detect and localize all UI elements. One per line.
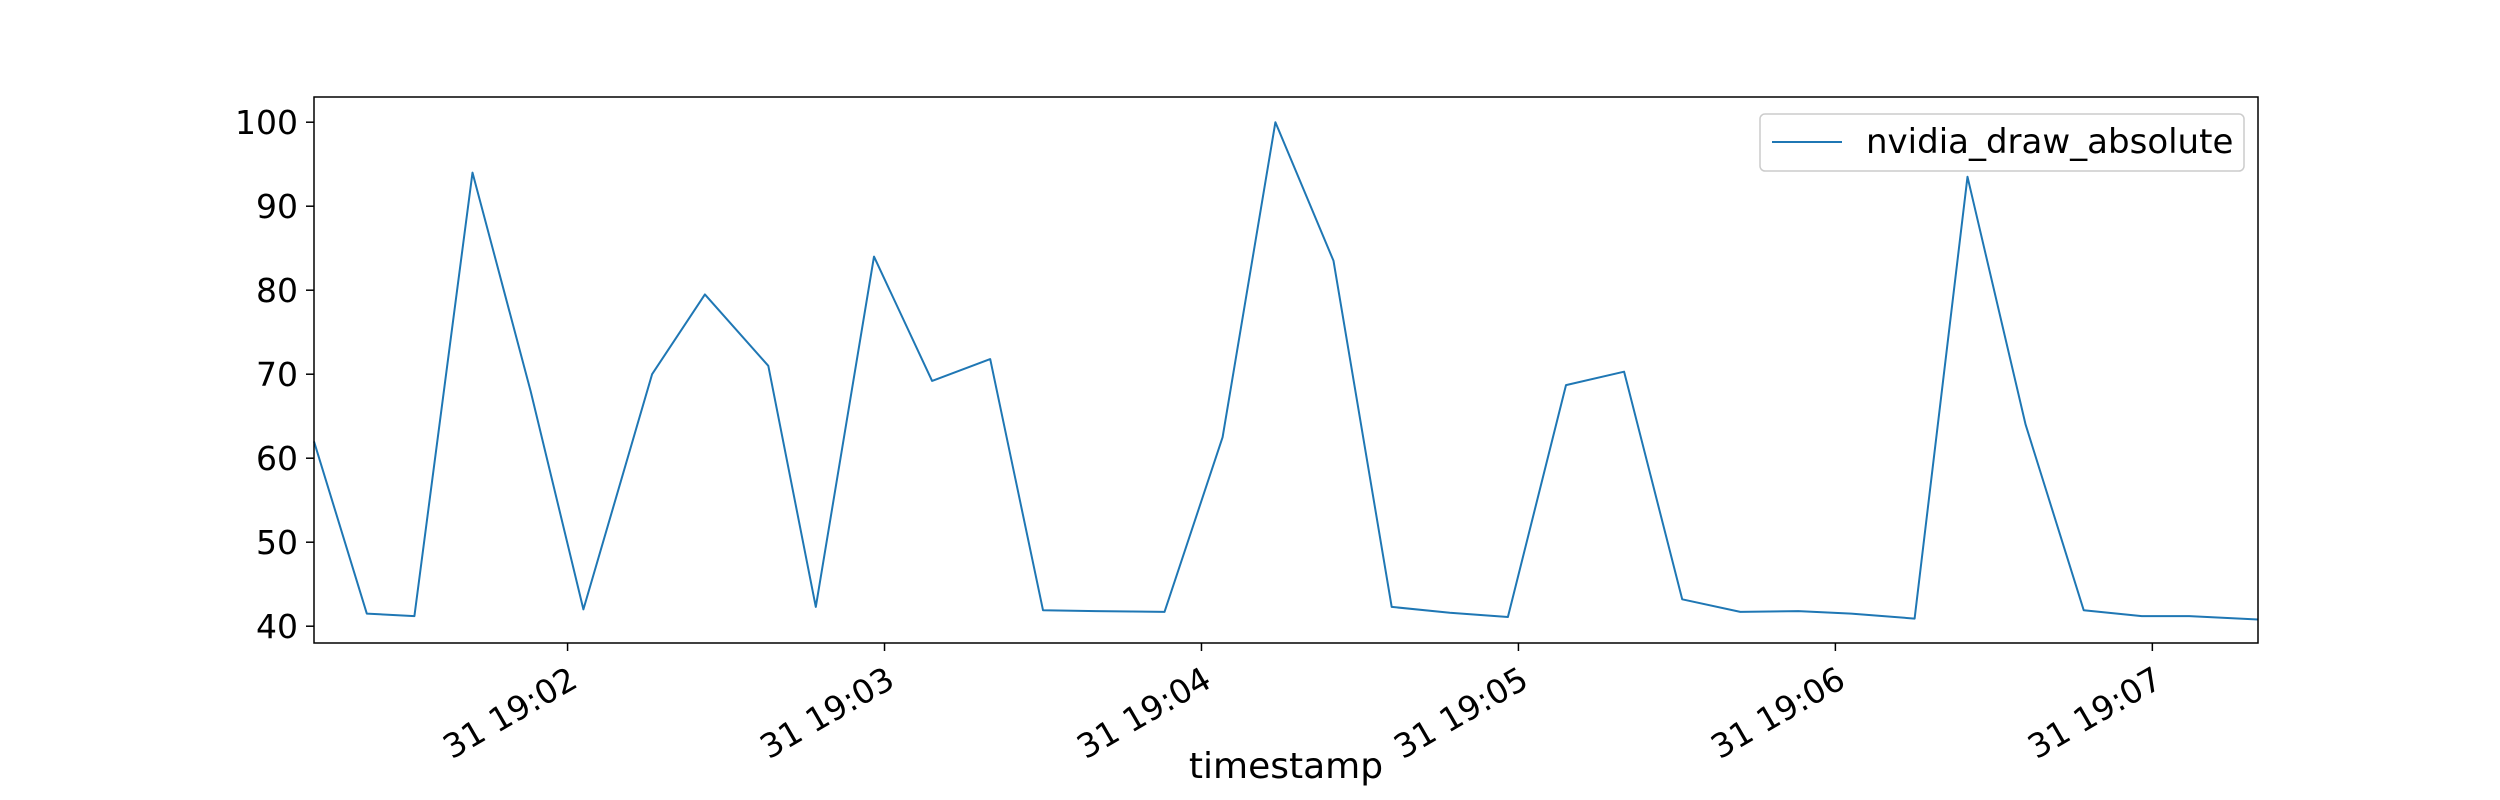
data-point [2083, 609, 2085, 611]
x-tick-label: 31 19:05 [1387, 659, 1534, 767]
data-point [704, 293, 706, 295]
data-point [1739, 611, 1741, 613]
data-point [1391, 606, 1393, 608]
data-point [1222, 436, 1224, 438]
data-point [1095, 610, 1097, 612]
y-tick-label: 100 [235, 103, 298, 142]
data-point [931, 380, 933, 382]
series-layer [313, 121, 2259, 621]
data-point [413, 615, 415, 617]
data-point [1333, 260, 1335, 262]
data-point [582, 608, 584, 610]
legend: nvidia_draw_absolute [1759, 113, 2245, 172]
data-point [1507, 616, 1509, 618]
data-point [651, 373, 653, 375]
data-point [2141, 615, 2143, 617]
data-point [767, 365, 769, 367]
data-point [1967, 176, 1969, 178]
x-tick-label: 31 19:03 [753, 659, 900, 767]
plot-background [314, 97, 2258, 643]
y-tick-label: 40 [256, 607, 298, 646]
data-point [1565, 384, 1567, 386]
data-point [1850, 613, 1852, 615]
data-point [2025, 424, 2027, 426]
data-point [530, 390, 532, 392]
legend-box [1759, 113, 2245, 172]
data-point [472, 172, 474, 174]
y-tick-label: 60 [256, 439, 298, 478]
x-tick-label: 31 19:07 [2021, 659, 2168, 767]
data-point [1042, 609, 1044, 611]
data-point [1164, 611, 1166, 613]
x-tick-label: 31 19:06 [1704, 659, 1851, 767]
data-point [1797, 610, 1799, 612]
y-tick-label: 90 [256, 187, 298, 226]
data-point [1623, 371, 1625, 373]
data-point [1681, 598, 1683, 600]
data-point [989, 358, 991, 360]
y-tick-label: 70 [256, 355, 298, 394]
data-point [873, 256, 875, 258]
data-point [366, 613, 368, 615]
data-point [1914, 618, 1916, 620]
y-axis: 40 50 60 70 80 90 100 [235, 103, 314, 646]
x-axis-title: timestamp [1189, 746, 1383, 787]
data-point [1274, 121, 1276, 123]
y-tick-label: 50 [256, 523, 298, 562]
data-point [815, 606, 817, 608]
x-tick-label: 31 19:02 [436, 659, 583, 767]
data-point [1449, 612, 1451, 614]
data-point [2188, 615, 2190, 617]
plot-frame [313, 96, 2259, 644]
y-tick-label: 80 [256, 271, 298, 310]
series-line-0 [313, 121, 2259, 621]
legend-label: nvidia_draw_absolute [1866, 122, 2233, 162]
